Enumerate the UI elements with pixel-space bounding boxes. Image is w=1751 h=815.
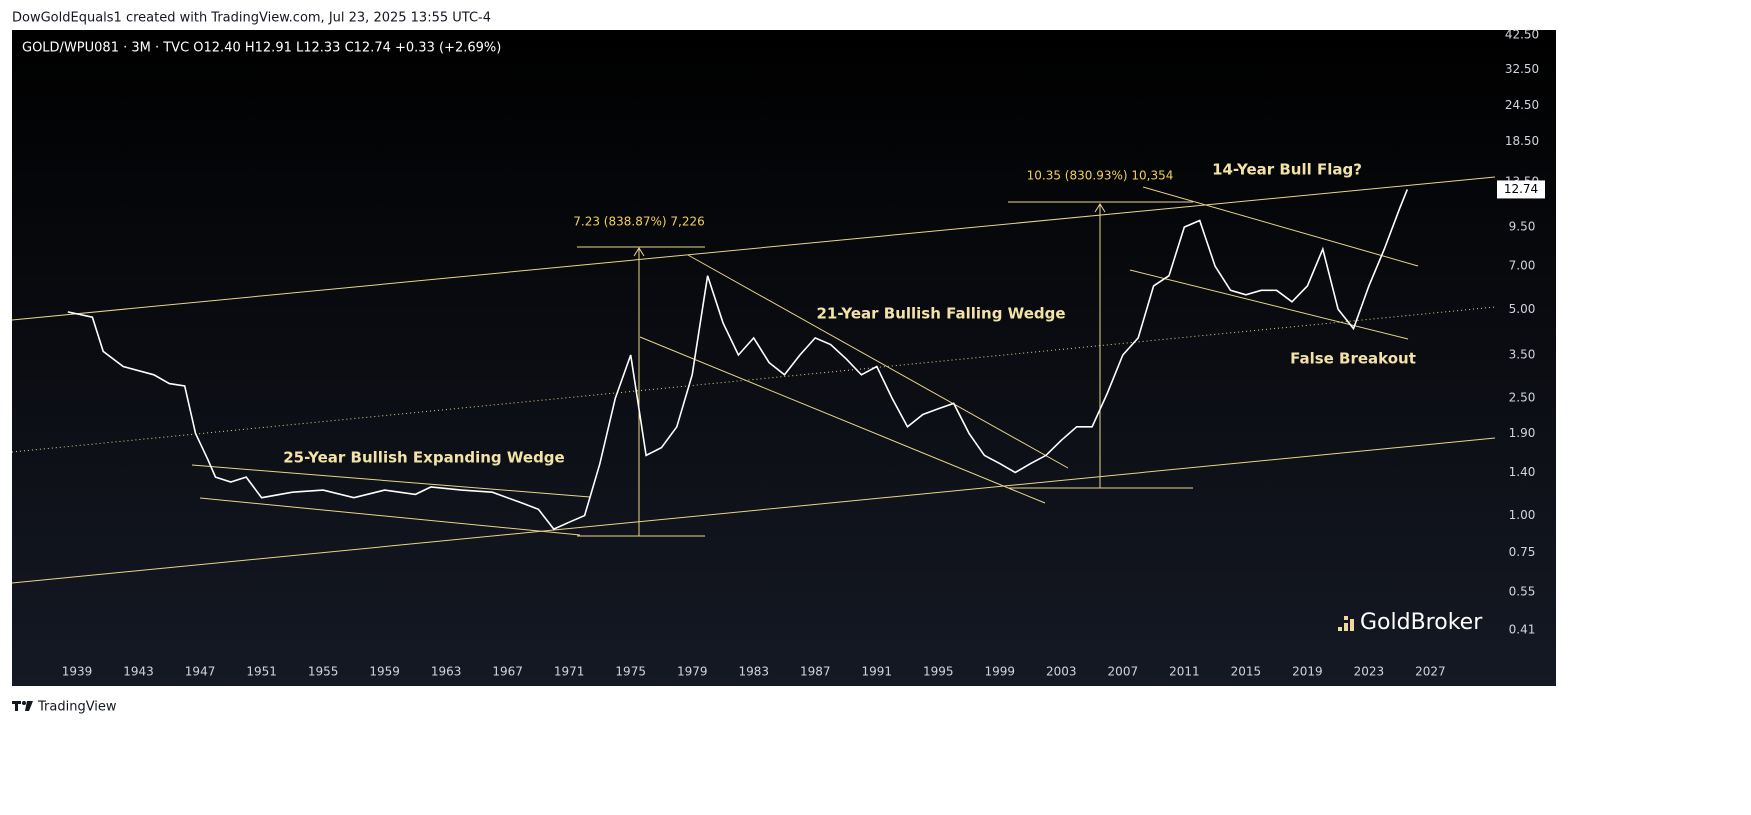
trend-line xyxy=(12,176,1495,321)
x-tick-label: 1947 xyxy=(185,665,216,679)
footer-logo xyxy=(12,701,33,711)
y-tick-label: 0.75 xyxy=(1509,545,1536,559)
annotation: 14-Year Bull Flag? xyxy=(1212,161,1362,179)
x-tick-label: 1991 xyxy=(861,665,892,679)
watermark-logo xyxy=(1338,616,1354,631)
footer: TradingView xyxy=(37,700,117,715)
measure-label: 7.23 (838.87%) 7,226 xyxy=(573,215,704,229)
arrow xyxy=(1094,203,1106,213)
y-tick-label: 24.50 xyxy=(1505,98,1539,112)
annotation: 21-Year Bullish Falling Wedge xyxy=(816,305,1065,323)
x-tick-label: 2003 xyxy=(1046,665,1077,679)
annotation: 25-Year Bullish Expanding Wedge xyxy=(283,449,564,467)
arrow xyxy=(633,247,645,257)
trend-line xyxy=(12,306,1495,453)
x-tick-label: 1959 xyxy=(369,665,400,679)
watermark: GoldBroker xyxy=(1360,610,1483,635)
chart-panel xyxy=(12,30,1556,686)
x-tick-label: 2019 xyxy=(1292,665,1323,679)
x-tick-label: 1939 xyxy=(62,665,93,679)
x-tick-label: 1979 xyxy=(677,665,708,679)
x-tick-label: 1999 xyxy=(985,665,1016,679)
header: DowGoldEquals1 created with TradingView.… xyxy=(12,11,491,26)
measure-label: 10.35 (830.93%) 10,354 xyxy=(1027,169,1174,183)
x-tick-label: 1955 xyxy=(308,665,339,679)
trend-line xyxy=(687,254,1069,469)
trend-line xyxy=(191,464,591,498)
y-tick-label: 0.55 xyxy=(1509,585,1536,599)
x-tick-label: 1971 xyxy=(554,665,585,679)
legend-text: GOLD/WPU081 · 3M · TVC O12.40 H12.91 L12… xyxy=(22,41,501,56)
x-tick-label: 2015 xyxy=(1231,665,1262,679)
series xyxy=(67,189,1409,531)
x-tick-label: 1951 xyxy=(246,665,277,679)
trend-line xyxy=(199,497,581,536)
y-tick-label: 5.00 xyxy=(1509,302,1536,316)
y-tick-label: 1.00 xyxy=(1509,508,1536,522)
y-tick-label: 2.50 xyxy=(1509,391,1536,405)
x-tick-label: 2023 xyxy=(1354,665,1385,679)
last-price-box xyxy=(1497,180,1545,199)
x-tick-label: 1943 xyxy=(123,665,154,679)
x-tick-label: 2007 xyxy=(1108,665,1139,679)
y-tick-label: 32.50 xyxy=(1505,62,1539,76)
y-tick-label: 9.50 xyxy=(1509,220,1536,234)
price-line xyxy=(67,189,1409,531)
x-tick-label: 1975 xyxy=(615,665,646,679)
y-tick-label: 18.50 xyxy=(1505,134,1539,148)
trend-line xyxy=(639,336,1046,504)
x-tick-label: 1967 xyxy=(492,665,523,679)
y-tick-label: 3.50 xyxy=(1509,348,1536,362)
y-tick-label: 1.40 xyxy=(1509,465,1536,479)
x-tick-label: 1987 xyxy=(800,665,831,679)
trend-line xyxy=(1129,269,1409,340)
x-tick-label: 2011 xyxy=(1169,665,1200,679)
trend-line xyxy=(12,437,1495,584)
x-tick-label: 1995 xyxy=(923,665,954,679)
y-tick-label: 1.90 xyxy=(1509,426,1536,440)
trend-line xyxy=(1142,186,1419,267)
x-tick-label: 1963 xyxy=(431,665,462,679)
last-price-label: 12.74 xyxy=(1504,182,1538,196)
y-tick-label: 7.00 xyxy=(1509,259,1536,273)
x-tick-label: 1983 xyxy=(738,665,769,679)
annotation: False Breakout xyxy=(1290,350,1416,368)
drawings xyxy=(12,176,1495,584)
y-tick-label: 42.50 xyxy=(1505,28,1539,42)
x-tick-label: 2027 xyxy=(1415,665,1446,679)
y-tick-label: 0.41 xyxy=(1509,622,1536,636)
